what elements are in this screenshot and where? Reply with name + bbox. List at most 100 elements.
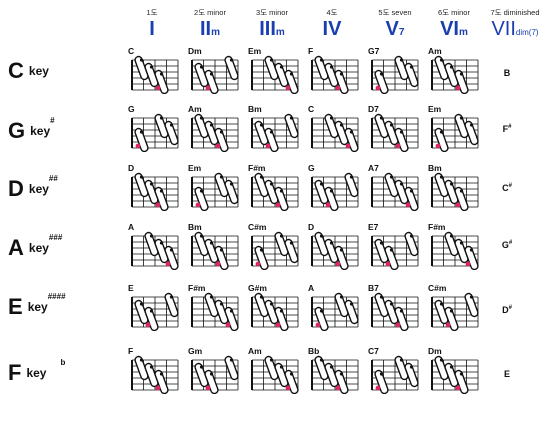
fretboard xyxy=(431,55,479,94)
chord-diagram: Am xyxy=(186,104,244,154)
note-letter: G xyxy=(501,240,509,250)
chord-diagram: C xyxy=(126,46,184,96)
chord-name: A7 xyxy=(368,163,379,173)
chord-name: C xyxy=(128,46,135,56)
chord-diagram: Am xyxy=(426,46,484,96)
chord-name: Dm xyxy=(188,46,202,56)
fretboard xyxy=(311,292,359,331)
fretboard xyxy=(371,231,419,270)
note-letter: B xyxy=(503,68,511,78)
chord-name: Gm xyxy=(188,346,203,356)
chord-diagram: C#m xyxy=(246,222,304,272)
chord-name: F xyxy=(128,346,134,356)
fretboard xyxy=(431,355,479,394)
chord-diagram: Em xyxy=(426,104,484,154)
column-header-6: 6도 minor VIm xyxy=(425,8,483,40)
column-header-5: 5도 seven V7 xyxy=(366,8,424,40)
chord-name: F#m xyxy=(188,283,206,293)
chord-diagram: Em xyxy=(186,163,244,213)
fretboard xyxy=(251,231,299,270)
key-accidentals: #### xyxy=(47,292,66,301)
chord-name: D7 xyxy=(368,104,379,114)
chord-name: A xyxy=(308,283,315,293)
column-header-3: 3도 minor IIIm xyxy=(243,8,301,40)
chord-name: Bm xyxy=(428,163,442,173)
chord-diagram: G#m xyxy=(246,283,304,333)
roman-numeral: IV xyxy=(322,18,342,40)
chord-diagram: F xyxy=(126,346,184,396)
column-header-7: 7도 diminished VIIdim(7) xyxy=(480,8,550,40)
key-letter: E xyxy=(8,294,23,319)
roman-numeral: II xyxy=(199,18,212,40)
fretboard xyxy=(371,292,419,331)
chord-diagram: Dm xyxy=(186,46,244,96)
fretboard xyxy=(191,355,239,394)
chord-name: G xyxy=(128,104,135,114)
chord-diagram: E7 xyxy=(366,222,424,272)
chord-name: Bm xyxy=(188,222,202,232)
fretboard xyxy=(311,355,359,394)
chord-quality: m xyxy=(459,27,468,38)
roman-numeral: VII xyxy=(491,18,516,40)
chord-diagram: G xyxy=(126,104,184,154)
chord-quality: m xyxy=(211,27,221,38)
chord-diagram: B7 xyxy=(366,283,424,333)
fretboard xyxy=(251,292,299,331)
fretboard xyxy=(431,292,479,331)
fretboard xyxy=(191,172,239,211)
fretboard xyxy=(311,231,359,270)
fretboard xyxy=(191,231,239,270)
chord-diagram: G xyxy=(306,163,364,213)
chord-name: G#m xyxy=(248,283,267,293)
fretboard xyxy=(431,113,479,152)
fretboard xyxy=(251,172,299,211)
fretboard xyxy=(131,113,179,152)
column-header-1: 1도 I xyxy=(123,8,181,40)
chord-name: Am xyxy=(428,46,442,56)
chord-name: C xyxy=(308,104,315,114)
chord-diagram: Bm xyxy=(186,222,244,272)
chord-diagram: A7 xyxy=(366,163,424,213)
fretboard xyxy=(131,292,179,331)
key-accidentals: ## xyxy=(48,174,58,183)
column-degree-label: 2도 minor xyxy=(194,8,226,17)
seventh-degree-note: C# xyxy=(492,183,522,193)
column-header-2: 2도 minor IIm xyxy=(181,8,239,40)
column-degree-label: 6도 minor xyxy=(438,8,470,17)
chord-name: D xyxy=(128,163,135,173)
chord-quality: dim(7) xyxy=(515,28,539,37)
chord-diagram: C xyxy=(306,104,364,154)
chord-name: E xyxy=(128,283,134,293)
chord-name: Bb xyxy=(308,346,320,356)
chord-name: Bm xyxy=(248,104,262,114)
note-letter: D xyxy=(502,305,509,315)
chord-name: C#m xyxy=(248,222,267,232)
fretboard xyxy=(251,55,299,94)
fretboard xyxy=(191,292,239,331)
chord-name: Em xyxy=(428,104,442,114)
key-word: key xyxy=(28,241,49,255)
key-letter: D xyxy=(8,176,24,201)
chord-diagram: Bm xyxy=(426,163,484,213)
chord-diagram: F#m xyxy=(186,283,244,333)
seventh-degree-note: B xyxy=(492,68,522,78)
column-degree-label: 1도 xyxy=(146,8,158,17)
fretboard xyxy=(251,113,299,152)
chord-name: F xyxy=(308,46,314,56)
key-accidentals: b xyxy=(60,358,66,367)
seventh-degree-note: G# xyxy=(492,240,522,250)
chord-diagram: D xyxy=(306,222,364,272)
chord-diagram: G7 xyxy=(366,46,424,96)
fretboard xyxy=(131,231,179,270)
chord-quality: m xyxy=(275,27,285,38)
fretboard xyxy=(371,113,419,152)
chord-name: Em xyxy=(248,46,262,56)
fretboard xyxy=(371,355,419,394)
fretboard xyxy=(431,172,479,211)
chord-diagram: D7 xyxy=(366,104,424,154)
chord-name: C7 xyxy=(368,346,379,356)
